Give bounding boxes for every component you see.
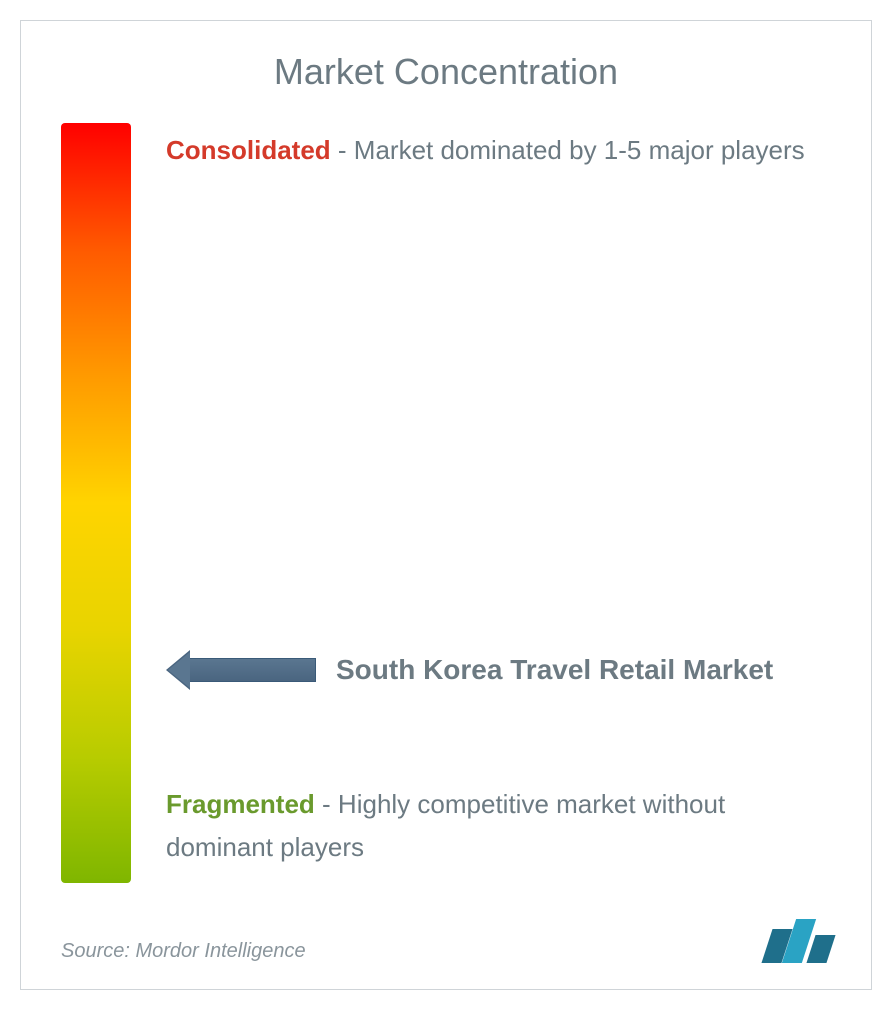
card-footer: Source: Mordor Intelligence	[61, 919, 831, 963]
annotations-column: Consolidated - Market dominated by 1-5 m…	[166, 123, 831, 903]
chart-title: Market Concentration	[61, 51, 831, 93]
consolidated-caption: Consolidated - Market dominated by 1-5 m…	[166, 129, 831, 172]
market-name-label: South Korea Travel Retail Market	[336, 651, 773, 689]
market-concentration-card: Market Concentration Consolidated - Mark…	[20, 20, 872, 990]
source-attribution: Source: Mordor Intelligence	[61, 940, 306, 963]
consolidated-desc: - Market dominated by 1-5 major players	[338, 135, 805, 165]
mordor-logo-icon	[765, 919, 831, 963]
chart-body: Consolidated - Market dominated by 1-5 m…	[61, 123, 831, 903]
concentration-gradient-bar	[61, 123, 131, 883]
left-arrow-icon	[166, 650, 316, 690]
fragmented-label: Fragmented	[166, 789, 315, 819]
consolidated-label: Consolidated	[166, 135, 331, 165]
fragmented-caption: Fragmented - Highly competitive market w…	[166, 783, 831, 869]
market-pointer-row: South Korea Travel Retail Market	[166, 650, 831, 690]
